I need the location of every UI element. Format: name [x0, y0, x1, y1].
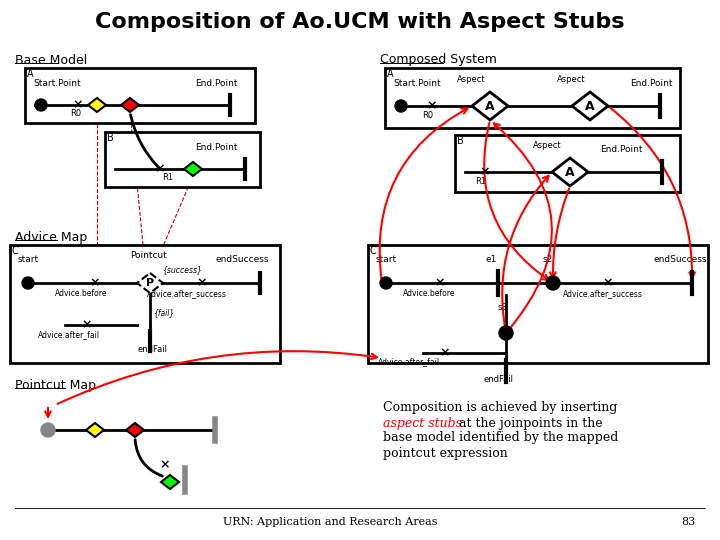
Text: ×: ×	[440, 347, 450, 360]
FancyBboxPatch shape	[10, 245, 280, 363]
Circle shape	[395, 100, 407, 112]
Text: A: A	[485, 99, 495, 112]
Text: End.Point: End.Point	[195, 78, 238, 87]
Text: ×: ×	[90, 276, 100, 289]
Text: A: A	[565, 165, 575, 179]
Text: ×: ×	[155, 163, 166, 176]
Polygon shape	[88, 98, 106, 112]
Text: Advice.after_fail: Advice.after_fail	[38, 330, 100, 340]
Text: A: A	[585, 99, 595, 112]
Text: Base Model: Base Model	[15, 53, 87, 66]
FancyBboxPatch shape	[368, 245, 708, 363]
FancyBboxPatch shape	[455, 135, 680, 192]
Text: R0: R0	[70, 110, 81, 118]
Text: endSuccess: endSuccess	[653, 255, 706, 265]
Text: End.Point: End.Point	[600, 145, 642, 153]
Text: Start.Point: Start.Point	[393, 78, 441, 87]
Text: Composed System: Composed System	[380, 53, 497, 66]
Text: Advice.before: Advice.before	[403, 289, 456, 299]
Text: {success}: {success}	[162, 266, 202, 274]
Text: start: start	[18, 255, 39, 265]
Text: aspect stubs: aspect stubs	[383, 416, 462, 429]
Text: s3: s3	[498, 302, 508, 312]
Text: ×: ×	[197, 276, 207, 289]
FancyBboxPatch shape	[105, 132, 260, 187]
Text: ×: ×	[73, 98, 84, 111]
Circle shape	[546, 276, 560, 290]
Text: Advice.before: Advice.before	[55, 289, 107, 299]
Text: ×: ×	[603, 276, 613, 289]
Circle shape	[499, 326, 513, 340]
FancyBboxPatch shape	[25, 68, 255, 123]
Text: Composition is achieved by inserting: Composition is achieved by inserting	[383, 402, 617, 415]
Text: 83: 83	[680, 517, 695, 527]
Polygon shape	[161, 475, 179, 489]
Text: Composition of Ao.UCM with Aspect Stubs: Composition of Ao.UCM with Aspect Stubs	[95, 12, 625, 32]
Text: P: P	[146, 278, 154, 288]
Polygon shape	[86, 423, 104, 437]
Text: Aspect: Aspect	[457, 75, 485, 84]
Text: Advice.after_success: Advice.after_success	[147, 289, 227, 299]
Circle shape	[380, 277, 392, 289]
Text: Advice.after_fail: Advice.after_fail	[378, 357, 440, 367]
Text: Aspect: Aspect	[557, 75, 585, 84]
Text: e1: e1	[486, 255, 498, 265]
Polygon shape	[137, 273, 163, 293]
Text: Advice.after_success: Advice.after_success	[563, 289, 643, 299]
Text: B: B	[107, 133, 114, 143]
FancyBboxPatch shape	[385, 68, 680, 128]
Text: C: C	[12, 246, 19, 256]
Polygon shape	[184, 162, 202, 176]
Text: End.Point: End.Point	[630, 78, 672, 87]
Text: A: A	[27, 69, 34, 79]
Text: base model identified by the mapped: base model identified by the mapped	[383, 431, 618, 444]
Text: at the joinpoints in the: at the joinpoints in the	[455, 416, 603, 429]
Text: start: start	[376, 255, 397, 265]
Polygon shape	[552, 158, 588, 186]
Text: B: B	[457, 136, 464, 146]
Polygon shape	[126, 423, 144, 437]
Text: ×: ×	[82, 319, 92, 332]
Text: endFail: endFail	[483, 375, 513, 384]
Text: ×: ×	[435, 276, 445, 289]
Text: {fail}: {fail}	[153, 308, 174, 318]
Text: A: A	[387, 69, 394, 79]
Circle shape	[41, 423, 55, 437]
Text: Advice Map: Advice Map	[15, 231, 87, 244]
Circle shape	[35, 99, 47, 111]
Text: R1: R1	[475, 177, 486, 186]
Text: R1: R1	[162, 173, 173, 183]
Polygon shape	[472, 92, 508, 120]
Text: s2: s2	[543, 255, 553, 265]
Text: pointcut expression: pointcut expression	[383, 447, 508, 460]
Text: End.Point: End.Point	[195, 143, 238, 152]
Text: endSuccess: endSuccess	[215, 255, 269, 265]
Text: ×: ×	[160, 458, 170, 471]
Text: ×: ×	[480, 165, 490, 179]
Text: ×: ×	[427, 99, 437, 112]
Circle shape	[22, 277, 34, 289]
Text: endFail: endFail	[138, 346, 168, 354]
Text: URN: Application and Research Areas: URN: Application and Research Areas	[222, 517, 437, 527]
Text: Pointcut Map: Pointcut Map	[15, 379, 96, 392]
Polygon shape	[572, 92, 608, 120]
Polygon shape	[121, 98, 139, 112]
Text: Aspect: Aspect	[533, 141, 562, 151]
Text: R0: R0	[422, 111, 433, 119]
Text: Start.Point: Start.Point	[33, 78, 81, 87]
Text: Pointcut: Pointcut	[130, 251, 167, 260]
Text: C: C	[370, 246, 377, 256]
